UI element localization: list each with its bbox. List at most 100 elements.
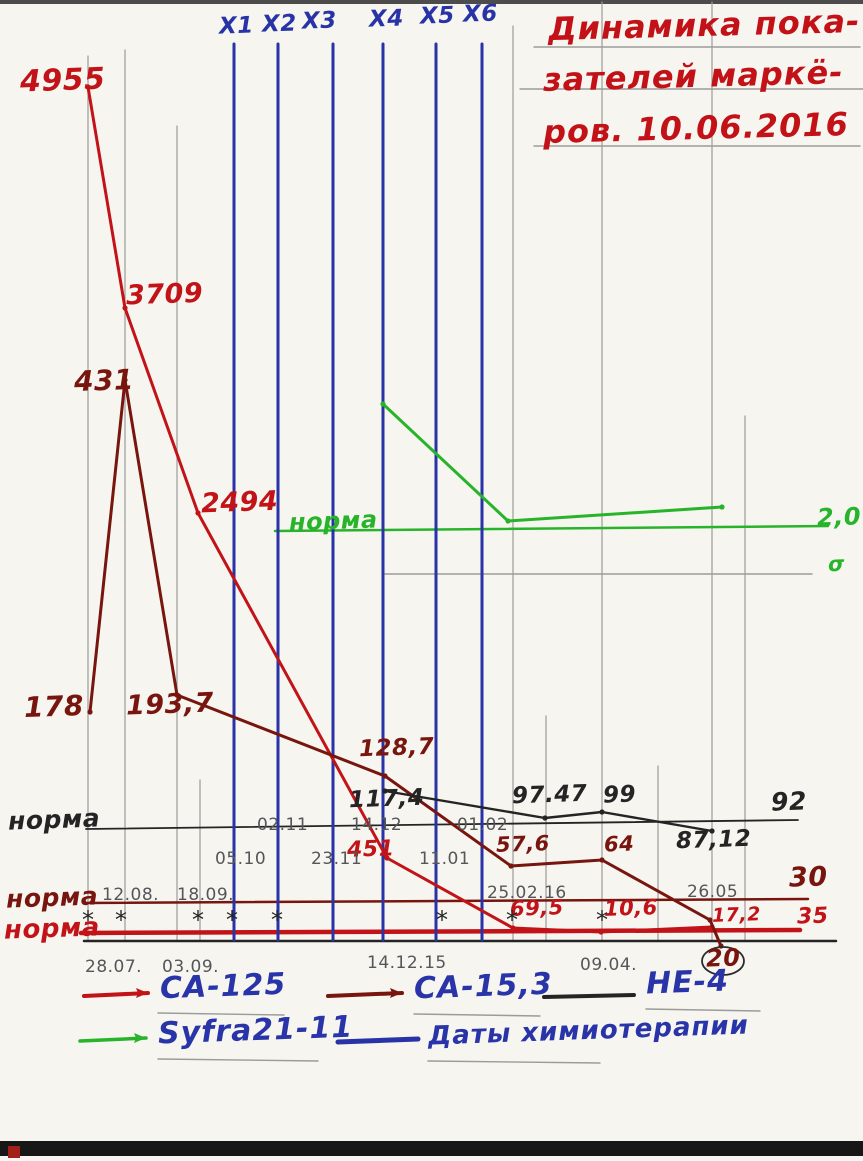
ca153-line-point [508, 863, 514, 869]
legend-underline [427, 1060, 601, 1064]
norm-value-he4-92: 92 [770, 786, 808, 817]
ca153-line-point [122, 377, 128, 383]
he4-norm-line [85, 819, 799, 830]
legend-swatch-syfra-arrowhead [134, 1033, 146, 1043]
measurement-asterisk: * [226, 906, 238, 934]
sigma-label: σ [827, 551, 846, 577]
date-label-12-08: 12.08. [102, 885, 160, 905]
syfra-norm-line [273, 524, 830, 533]
circle-around-20 [701, 946, 745, 976]
measurement-asterisk: * [596, 906, 608, 934]
chemo-label-x5: X5 [419, 2, 456, 30]
value-ca153-20-circled: 20 [705, 943, 741, 973]
norma-label-he4: норма [7, 803, 101, 836]
legend-underline [157, 1058, 319, 1062]
date-label-02-11: 02.11 [257, 815, 309, 835]
scan-red-speck [8, 1146, 20, 1158]
measurement-asterisk: * [436, 906, 448, 934]
norm-value-ca125-35: 35 [796, 903, 830, 930]
value-ca125-4955: 4955 [19, 61, 107, 100]
date-label-05-10: 05.10 [215, 849, 267, 869]
chemo-label-x2: X2 [261, 10, 298, 38]
he4-line-point [542, 815, 548, 821]
date-label-25-02-16: 25.02.16 [487, 883, 567, 903]
ca125-line-point [195, 510, 201, 516]
syfra-line-point [380, 401, 386, 407]
ca153-norm-line [82, 897, 810, 905]
measurement-asterisk: * [115, 906, 127, 934]
legend-swatch-ca153-arrowhead [390, 988, 402, 998]
value-he4-99: 99 [602, 781, 637, 809]
legend-swatch-chemo [335, 1036, 421, 1045]
ca125-line-point [85, 84, 91, 90]
syfra-line-point [719, 504, 725, 510]
scan-bottom-bar [0, 1141, 863, 1156]
legend-swatch-ca125-arrowhead [136, 988, 148, 998]
value-ca153-431: 431 [73, 362, 135, 399]
value-ca125-17-2: 17,2 [711, 903, 762, 927]
chemo-label-x1: X1 [218, 12, 255, 40]
legend-swatch-ca153 [326, 991, 404, 998]
date-label-26-05: 26.05 [687, 882, 739, 902]
date-label-14-12: 14.12 [351, 815, 403, 835]
legend-label-chemo-dates: Даты химиотерапии [427, 1010, 750, 1052]
ca153-line-point [599, 857, 605, 863]
he4-line-point [709, 828, 715, 834]
ca153-line [88, 378, 723, 948]
value-he4-117-4: 117,4 [348, 784, 425, 814]
legend-underline [645, 1008, 761, 1012]
ca125-line-point [510, 925, 516, 931]
date-label-14-12-15: 14.12.15 [367, 953, 447, 973]
value-ca153-128-7: 128,7 [358, 733, 435, 763]
legend-swatch-ca125 [82, 991, 150, 998]
measurement-asterisk: * [506, 906, 518, 934]
value-ca125-3709: 3709 [125, 277, 204, 312]
chart-title-line-3: ров. 10.06.2016 [542, 105, 850, 151]
value-he4-87-12: 87,12 [675, 825, 752, 855]
measurement-asterisk: * [271, 906, 283, 934]
date-label-23-11: 23.11 [311, 849, 363, 869]
chemo-label-x6: X6 [462, 0, 499, 28]
value-ca125-10-6: 10,6 [603, 895, 659, 921]
legend-swatch-he4 [542, 993, 636, 999]
norma-label-syfra: норма [288, 505, 379, 537]
legend-underline [413, 1013, 541, 1017]
value-ca125-2494: 2494 [200, 485, 279, 520]
date-label-11-01: 11.01 [419, 849, 471, 869]
value-ca153-193-7: 193,7 [125, 687, 215, 722]
he4-line [383, 789, 714, 833]
ca125-line-point [598, 929, 604, 935]
ca125-line-point [384, 855, 390, 861]
ca125-norm-line [78, 927, 803, 936]
measurement-asterisk: * [82, 906, 94, 934]
date-label-09-04: 09.04. [580, 955, 638, 975]
value-ca153-64: 64 [603, 831, 635, 857]
norm-value-syfra-2-0: 2,0 [816, 502, 862, 532]
legend-underline [157, 1012, 285, 1016]
norm-value-ca153-30: 30 [788, 861, 829, 894]
chemo-label-x4: X4 [368, 5, 405, 33]
chart-title-line-2: зателей маркё- [542, 53, 844, 99]
date-label-03-09: 03.09. [162, 957, 220, 977]
syfra-line-point [505, 518, 511, 524]
he4-line-point [599, 809, 605, 815]
ca153-line-point [707, 917, 713, 923]
chemo-label-x3: X3 [301, 7, 338, 35]
date-label-01-02: 01.02 [457, 815, 509, 835]
ca153-line-point [87, 709, 93, 715]
legend-swatch-syfra [78, 1036, 148, 1043]
ca153-line-point [382, 773, 388, 779]
legend-label-syfra: Syfra21-11 [157, 1009, 354, 1052]
chart-title-line-1: Динамика пока- [547, 1, 861, 49]
measurement-asterisk: * [192, 906, 204, 934]
date-label-18-09: 18.09. [177, 885, 235, 905]
he4-line-point [382, 788, 388, 794]
date-label-28-07: 28.07. [85, 957, 143, 977]
value-ca153-178: 178 [23, 688, 85, 725]
value-he4-97-47: 97.47 [511, 780, 588, 810]
ca153-line-point [174, 692, 180, 698]
ca125-line-point [122, 305, 128, 311]
